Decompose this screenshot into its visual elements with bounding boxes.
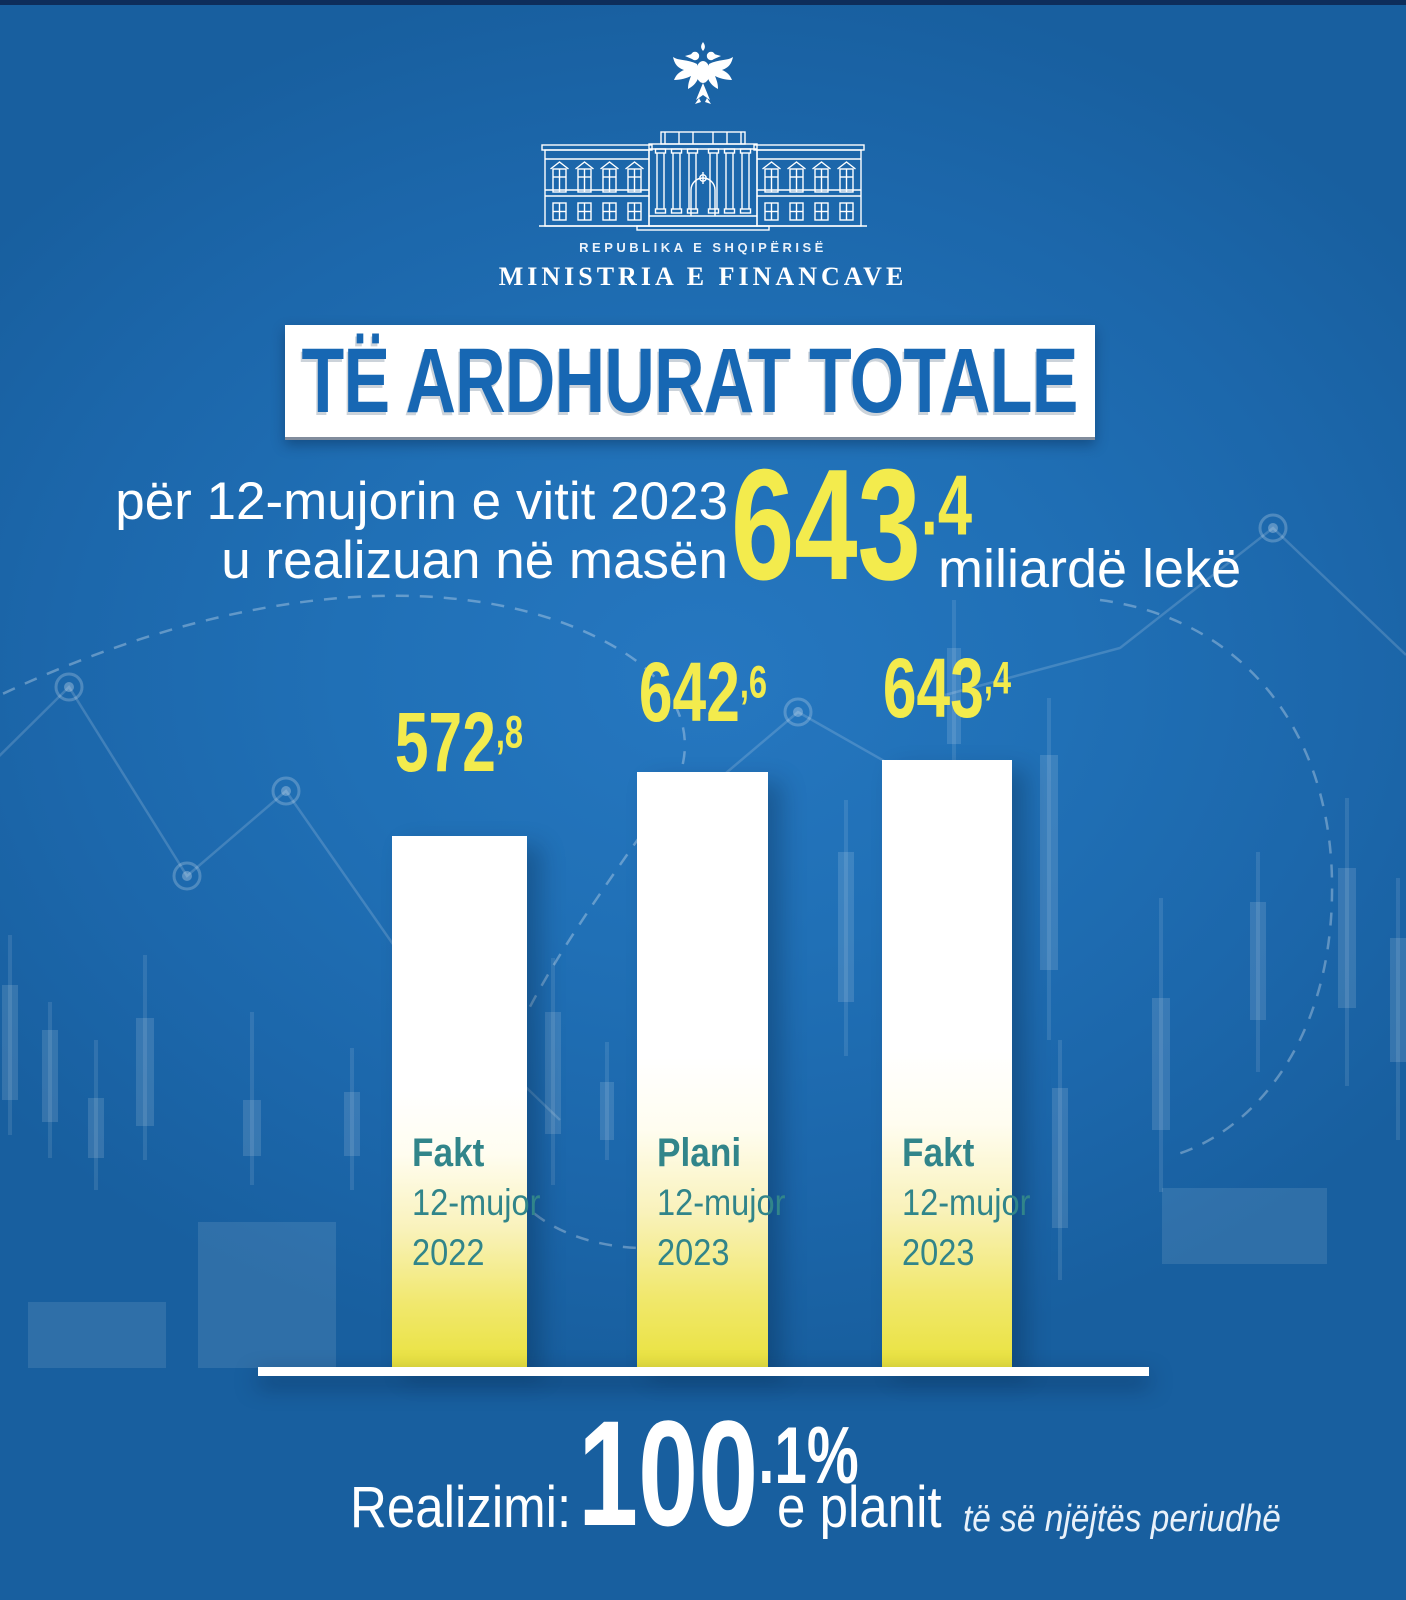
chart-baseline <box>258 1367 1149 1376</box>
headline-value-decimal: .4 <box>920 458 973 554</box>
double-eagle-icon <box>673 42 733 104</box>
bar-value-1: 572,8 <box>394 695 524 789</box>
subtitle-line2: u realizuan në masën <box>221 531 728 590</box>
top-strip <box>0 0 1406 5</box>
bar-plani-2023 <box>637 772 768 1367</box>
ministry-building-logo <box>539 131 867 231</box>
bar-value-2: 642,6 <box>638 645 768 739</box>
bar-fakt-2023 <box>882 760 1012 1367</box>
bar-fakt-2022 <box>392 836 527 1367</box>
ministry-name: MINISTRIA E FINANCAVE <box>498 262 908 291</box>
bar-label-2: Plani 12-mujor 2023 <box>657 1131 786 1273</box>
footer-note: të së njëjtës periudhë <box>963 1498 1281 1540</box>
subtitle-line1: për 12-mujorin e vitit 2023 <box>115 472 728 531</box>
footer-percentage: 100.1% <box>578 1389 859 1557</box>
title-banner: TË ARDHURAT TOTALE <box>285 325 1095 440</box>
footer-percentage-decimal: .1% <box>758 1410 859 1501</box>
footer-suffix: e planit <box>777 1475 942 1540</box>
bar-label-3: Fakt 12-mujor 2023 <box>902 1131 1031 1273</box>
page-title: TË ARDHURAT TOTALE <box>301 329 1079 432</box>
bar-value-3: 643,4 <box>882 641 1012 735</box>
subtitle: për 12-mujorin e vitit 2023 u realizuan … <box>80 472 728 590</box>
ministry-crest: REPUBLIKA E SHQIPËRISË MINISTRIA E FINAN… <box>0 42 1406 292</box>
headline-unit: miliardë lekë <box>938 539 1242 599</box>
bar-label-1: Fakt 12-mujor 2022 <box>412 1131 541 1273</box>
headline-value: 643.4 <box>731 437 973 613</box>
republic-label: REPUBLIKA E SHQIPËRISË <box>579 240 827 255</box>
footer-label: Realizimi: <box>350 1475 572 1540</box>
